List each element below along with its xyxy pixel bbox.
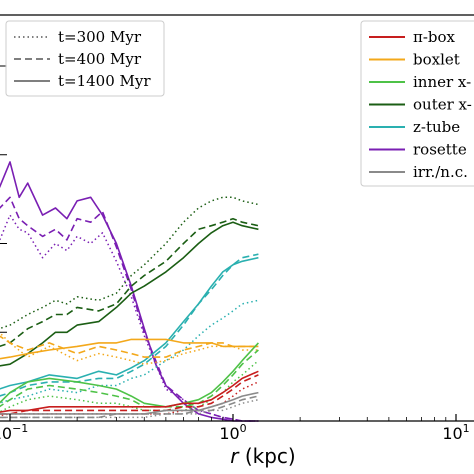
time-legend-label-0: t=300 Myr bbox=[58, 28, 142, 46]
series-line-irr-n-c-400 bbox=[0, 395, 259, 419]
x-tick-label-0: 10−1 bbox=[0, 422, 28, 443]
series-line-boxlet-300 bbox=[0, 331, 259, 365]
series-line-rosette-300 bbox=[0, 214, 259, 422]
series-line-outer-x-300 bbox=[0, 196, 259, 330]
series-line-box-1400 bbox=[0, 370, 259, 413]
series-line-z-tube-400 bbox=[0, 253, 259, 397]
x-axis-label: r (kpc) bbox=[230, 444, 295, 468]
orbit-legend-label-0: π-box bbox=[413, 28, 456, 46]
orbit-legend-label-4: z-tube bbox=[413, 118, 460, 136]
series-line-z-tube-300 bbox=[0, 299, 259, 404]
time-legend-box bbox=[5, 20, 165, 97]
series-line-z-tube-1400 bbox=[0, 256, 259, 390]
x-tick-label-2: 101 bbox=[442, 422, 469, 443]
orbit-legend-box bbox=[360, 20, 474, 187]
series-line-outer-x-400 bbox=[0, 217, 259, 348]
series-line-irr-n-c-300 bbox=[0, 398, 259, 419]
orbit-legend-label-2: inner x- bbox=[413, 73, 471, 91]
orbit-legend-label-5: rosette bbox=[413, 141, 467, 159]
series-line-box-400 bbox=[0, 374, 259, 415]
orbit-legend-label-1: boxlet bbox=[413, 51, 460, 69]
time-legend-label-1: t=400 Myr bbox=[58, 50, 142, 68]
series-line-rosette-1400 bbox=[0, 161, 259, 422]
orbit-legend-label-6: irr./n.c. bbox=[413, 163, 468, 181]
orbit-legend-label-3: outer x- bbox=[413, 96, 472, 114]
time-legend-label-2: t=1400 Myr bbox=[58, 72, 151, 90]
x-tick-label-1: 100 bbox=[219, 422, 246, 443]
series-line-inner-x-1400 bbox=[0, 342, 259, 408]
series-line-outer-x-1400 bbox=[0, 221, 259, 367]
series-line-boxlet-400 bbox=[0, 335, 259, 358]
